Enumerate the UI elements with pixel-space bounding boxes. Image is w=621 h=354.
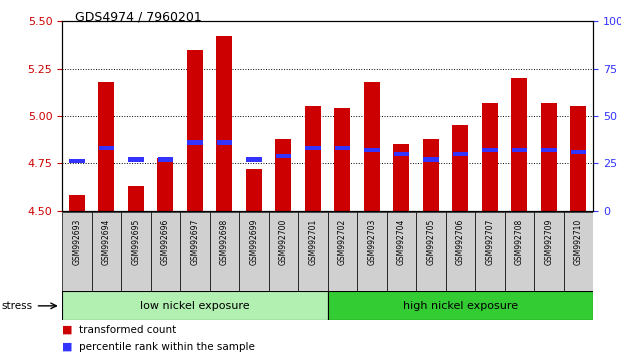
Text: GDS4974 / 7960201: GDS4974 / 7960201 — [75, 11, 201, 24]
Bar — [563, 212, 593, 292]
Text: low nickel exposure: low nickel exposure — [140, 301, 250, 311]
Bar — [239, 212, 268, 292]
Bar — [511, 78, 527, 211]
Bar — [217, 141, 232, 144]
Bar — [482, 103, 498, 211]
Bar — [216, 36, 232, 211]
Text: GSM992705: GSM992705 — [427, 219, 435, 265]
Bar — [570, 107, 586, 211]
Bar — [445, 212, 475, 292]
Text: GSM992697: GSM992697 — [191, 219, 199, 265]
Text: GSM992709: GSM992709 — [545, 219, 553, 265]
Bar — [364, 82, 380, 211]
Bar — [534, 212, 563, 292]
Bar — [357, 212, 386, 292]
Bar — [452, 125, 468, 211]
Bar — [394, 152, 409, 156]
Bar — [99, 146, 114, 150]
Bar — [246, 169, 262, 211]
Bar — [187, 50, 203, 211]
Bar — [504, 212, 534, 292]
Bar — [187, 141, 202, 144]
Bar — [482, 148, 497, 152]
Bar — [128, 186, 144, 211]
Text: GSM992704: GSM992704 — [397, 219, 406, 265]
Bar — [69, 159, 84, 164]
Bar — [541, 148, 556, 152]
Bar — [328, 291, 593, 320]
Bar — [275, 139, 291, 211]
Bar — [246, 158, 261, 161]
Bar — [453, 152, 468, 156]
Bar — [180, 212, 209, 292]
Bar — [364, 148, 379, 152]
Bar — [305, 107, 321, 211]
Text: GSM992695: GSM992695 — [132, 219, 140, 265]
Text: GSM992699: GSM992699 — [250, 219, 258, 265]
Bar — [69, 195, 85, 211]
Bar — [334, 108, 350, 211]
Text: GSM992696: GSM992696 — [161, 219, 170, 265]
Text: stress: stress — [1, 301, 32, 311]
Text: GSM992710: GSM992710 — [574, 219, 582, 265]
Bar — [150, 212, 180, 292]
Bar — [541, 103, 557, 211]
Text: transformed count: transformed count — [79, 325, 177, 335]
Bar — [128, 158, 143, 161]
Bar — [393, 144, 409, 211]
Text: GSM992703: GSM992703 — [368, 219, 376, 265]
Bar — [416, 212, 445, 292]
Bar — [423, 139, 439, 211]
Text: GSM992693: GSM992693 — [73, 219, 81, 265]
Text: ■: ■ — [62, 325, 73, 335]
Bar — [98, 82, 114, 211]
Text: GSM992706: GSM992706 — [456, 219, 465, 265]
Bar — [62, 291, 328, 320]
Bar — [268, 212, 298, 292]
Bar — [157, 158, 173, 211]
Text: ■: ■ — [62, 342, 73, 352]
Bar — [305, 146, 320, 150]
Text: GSM992707: GSM992707 — [486, 219, 494, 265]
Bar — [335, 146, 350, 150]
Bar — [328, 212, 357, 292]
Bar — [571, 150, 586, 154]
Bar — [92, 212, 121, 292]
Bar — [423, 158, 438, 161]
Bar — [298, 212, 327, 292]
Bar — [158, 158, 173, 161]
Text: GSM992708: GSM992708 — [515, 219, 524, 265]
Text: GSM992698: GSM992698 — [220, 219, 229, 265]
Bar — [121, 212, 150, 292]
Bar — [386, 212, 416, 292]
Bar — [475, 212, 504, 292]
Text: GSM992694: GSM992694 — [102, 219, 111, 265]
Bar — [62, 212, 92, 292]
Text: percentile rank within the sample: percentile rank within the sample — [79, 342, 255, 352]
Text: GSM992702: GSM992702 — [338, 219, 347, 265]
Text: GSM992700: GSM992700 — [279, 219, 288, 265]
Bar — [276, 154, 291, 158]
Bar — [209, 212, 239, 292]
Text: GSM992701: GSM992701 — [309, 219, 317, 265]
Text: high nickel exposure: high nickel exposure — [403, 301, 518, 311]
Bar — [512, 148, 527, 152]
